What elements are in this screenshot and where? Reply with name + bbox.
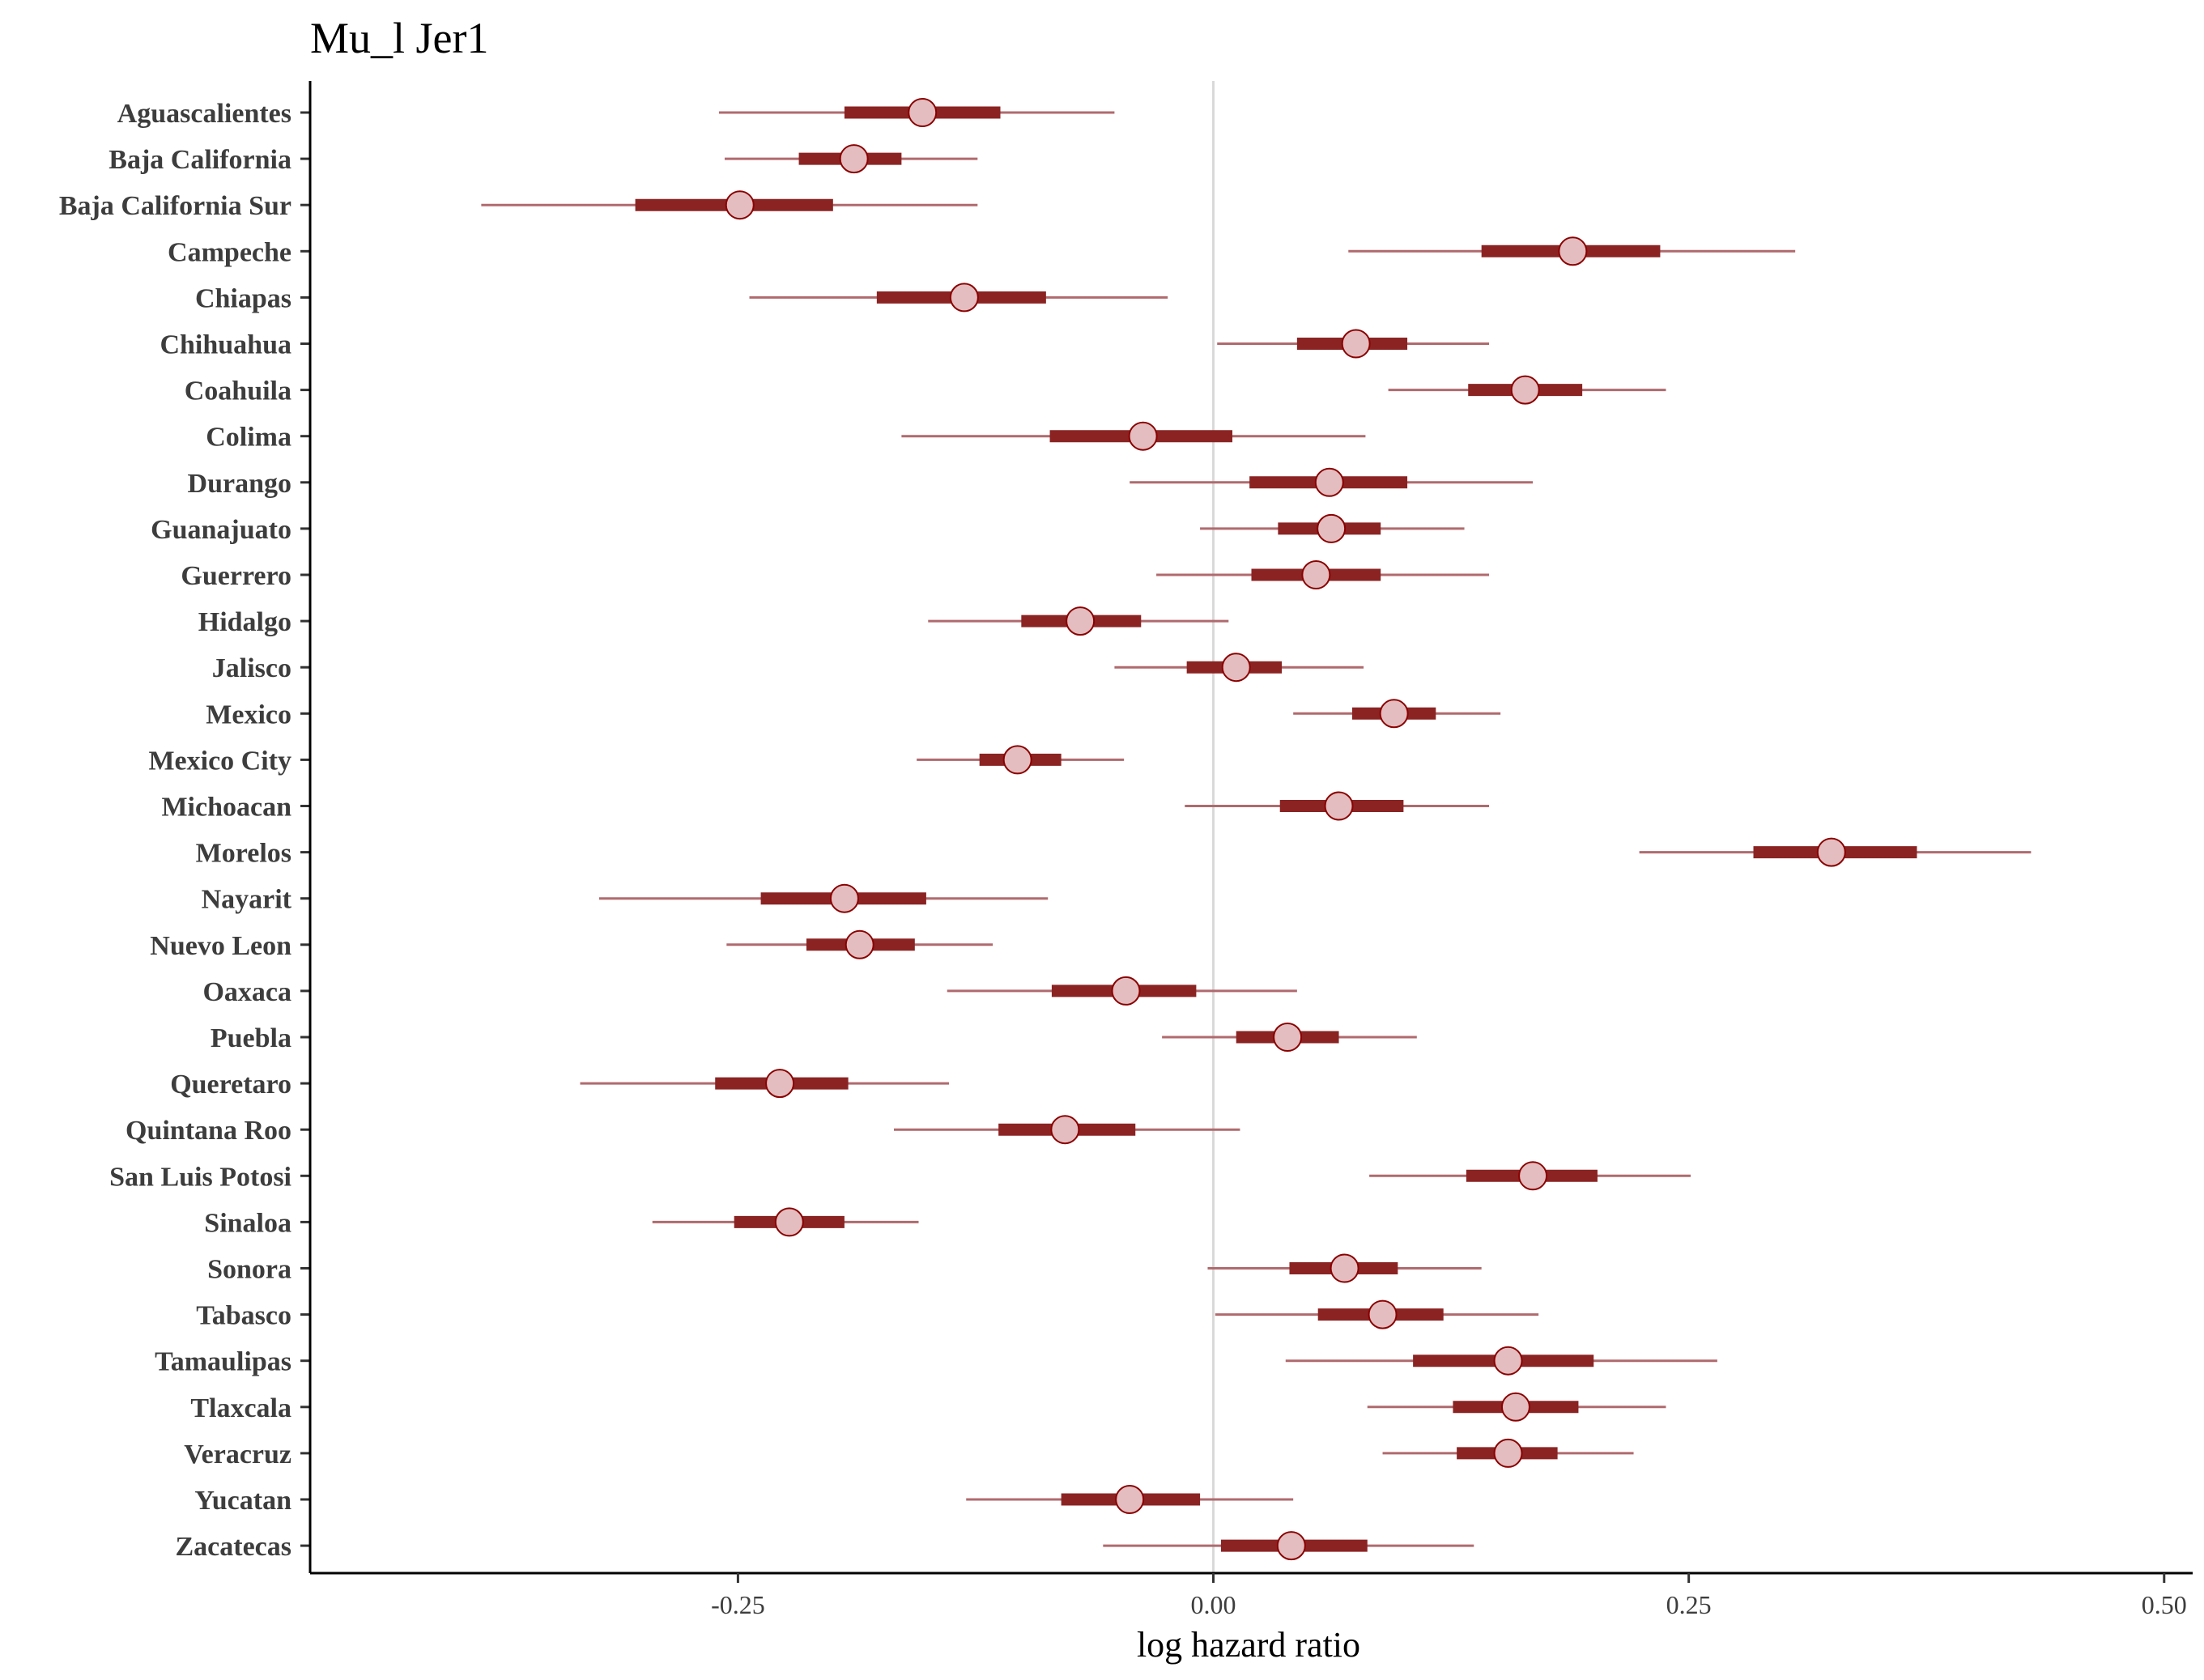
x-tick-label: 0.50 [2142, 1590, 2187, 1619]
point-estimate [1324, 791, 1354, 821]
x-tick-label: -0.25 [711, 1590, 765, 1619]
point-estimate [1301, 560, 1331, 589]
point-estimate [845, 929, 874, 959]
point-estimate [1368, 1299, 1398, 1329]
point-estimate [1314, 467, 1344, 497]
category-label: Queretaro [170, 1070, 291, 1099]
point-estimate [839, 144, 869, 174]
category-label: Campeche [168, 237, 291, 267]
point-estimate [1500, 1392, 1530, 1422]
category-label: San Luis Potosi [109, 1162, 291, 1192]
point-estimate [725, 190, 755, 220]
category-label: Mexico City [148, 746, 291, 776]
category-label: Baja California Sur [59, 191, 291, 221]
point-estimate [1510, 375, 1540, 405]
category-label: Hidalgo [198, 607, 291, 637]
category-label: Sinaloa [204, 1208, 291, 1238]
category-label: Durango [188, 469, 291, 499]
category-label: Chihuahua [160, 330, 291, 360]
category-label: Aguascalientes [117, 99, 291, 129]
category-label: Veracruz [184, 1440, 291, 1469]
x-axis-ticks: -0.25 0.00 0.25 0.50 [711, 1573, 2187, 1619]
category-label: Colima [206, 423, 291, 453]
category-label: Michoacan [161, 793, 291, 823]
category-label: Jalisco [212, 653, 291, 683]
x-axis-title: log hazard ratio [1137, 1625, 1360, 1665]
point-estimate [1276, 1531, 1306, 1561]
point-estimate [765, 1069, 795, 1099]
point-estimate [1111, 976, 1141, 1006]
interval-marks [481, 98, 2032, 1561]
category-label: Coahuila [185, 376, 291, 406]
category-label: Sonora [207, 1255, 291, 1285]
category-label: Zacatecas [175, 1532, 291, 1562]
point-estimate [1379, 699, 1409, 729]
x-tick-label: 0.00 [1191, 1590, 1236, 1619]
category-label: Baja California [108, 145, 291, 175]
category-label: Oaxaca [202, 977, 291, 1007]
category-labels: Aguascalientes Baja California Baja Califo… [59, 99, 292, 1562]
x-tick-label: 0.25 [1666, 1590, 1712, 1619]
point-estimate [1518, 1161, 1548, 1191]
point-estimate [949, 283, 979, 313]
point-estimate [1050, 1115, 1080, 1145]
point-estimate [1002, 745, 1032, 775]
category-label: Nuevo Leon [150, 931, 291, 961]
point-estimate [908, 98, 938, 127]
point-estimate [1221, 653, 1251, 683]
category-label: Mexico [206, 700, 291, 729]
point-estimate [1816, 837, 1846, 867]
category-label: Guerrero [181, 561, 291, 591]
point-estimate [1493, 1438, 1523, 1468]
category-label: Tabasco [196, 1301, 291, 1331]
y-axis-ticks [300, 111, 310, 1547]
category-label: Guanajuato [151, 515, 291, 545]
category-label: Nayarit [202, 885, 292, 915]
point-estimate [1273, 1023, 1303, 1052]
point-estimate [1128, 421, 1158, 451]
point-estimate [1558, 236, 1588, 266]
chart-title: Mu_l Jer1 [310, 14, 488, 62]
point-estimate [1341, 329, 1371, 359]
point-estimate [1115, 1485, 1145, 1514]
category-label: Quintana Roo [126, 1116, 291, 1146]
category-label: Chiapas [195, 283, 291, 313]
category-label: Morelos [196, 839, 291, 869]
point-estimate [774, 1207, 804, 1237]
point-estimate [1066, 606, 1096, 636]
point-estimate [1493, 1346, 1523, 1376]
category-label: Yucatan [194, 1486, 291, 1516]
category-label: Tamaulipas [155, 1347, 291, 1377]
point-estimate [829, 883, 859, 913]
point-estimate [1330, 1253, 1359, 1283]
category-label: Tlaxcala [190, 1393, 291, 1423]
point-estimate [1317, 513, 1347, 543]
category-label: Puebla [211, 1023, 291, 1053]
